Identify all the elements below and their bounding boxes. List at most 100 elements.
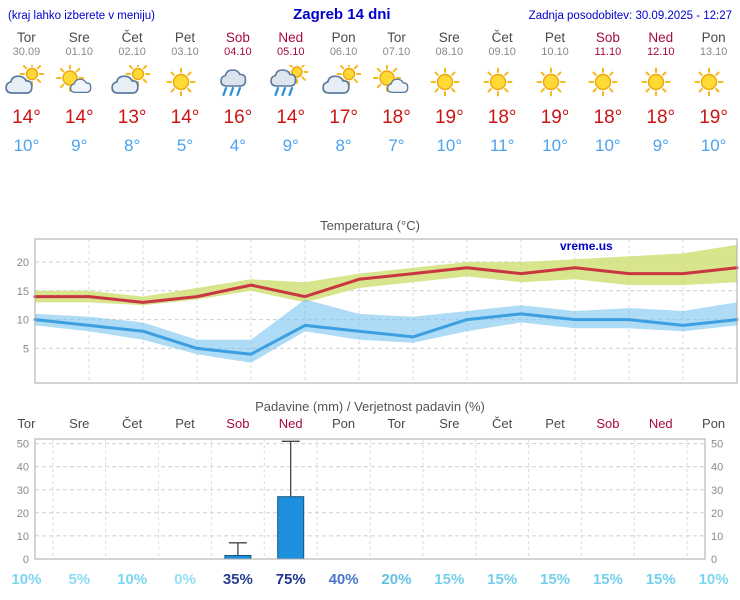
precip-bar <box>224 555 252 560</box>
precip-day-label: Pon <box>332 416 356 431</box>
precip-day-label: Sob <box>226 416 250 431</box>
low-temp: 9° <box>282 136 299 155</box>
precip-probability: 40% <box>328 571 359 588</box>
day-column[interactable]: Tor 30.09 14° 10° <box>0 30 53 156</box>
day-column[interactable]: Tor 07.10 18° 7° <box>370 30 423 156</box>
day-column[interactable]: Pon 13.10 19° 10° <box>687 30 740 156</box>
day-column[interactable]: Sre 01.10 14° 9° <box>53 30 106 156</box>
precip-probability: 15% <box>540 571 571 588</box>
day-date: 09.10 <box>488 46 516 58</box>
min-temp-line <box>33 312 739 356</box>
rain-sun-cloud-icon <box>264 65 317 105</box>
day-date: 11.10 <box>594 46 622 58</box>
day-date: 08.10 <box>435 46 464 58</box>
precip-probability: 15% <box>645 571 676 588</box>
low-temp: 9° <box>652 136 669 155</box>
high-temp: 19° <box>540 107 570 128</box>
forecast-strip: Tor 30.09 14° 10° Sre 01.10 14° 9° Čet 0… <box>0 30 740 156</box>
y-tick-label: 30 <box>711 485 723 497</box>
day-name: Sre <box>68 30 90 45</box>
day-date: 13.10 <box>699 46 728 58</box>
precip-probability: 10% <box>117 571 148 588</box>
day-column[interactable]: Sob 04.10 16° 4° <box>211 30 264 156</box>
day-column[interactable]: Pet 03.10 14° 5° <box>159 30 212 156</box>
precip-day-label: Pon <box>702 416 726 431</box>
high-temp: 14° <box>276 107 306 128</box>
precip-day-label: Sre <box>69 416 90 431</box>
day-name: Tor <box>387 30 406 45</box>
day-column[interactable]: Ned 05.10 14° 9° <box>264 30 317 156</box>
day-name: Pet <box>544 30 566 45</box>
precip-chart: 0 0 10 10 20 20 30 30 40 40 50 50 <box>17 438 723 566</box>
y-tick-label: 10 <box>17 315 29 327</box>
cloud-sun-icon <box>106 65 159 105</box>
high-temp: 14° <box>64 107 94 128</box>
day-column[interactable]: Čet 02.10 13° 8° <box>106 30 159 156</box>
day-name: Pet <box>174 30 196 45</box>
y-tick-label: 10 <box>17 531 29 543</box>
high-temp: 18° <box>487 107 517 128</box>
day-column[interactable]: Sre 08.10 19° 10° <box>423 30 476 156</box>
day-column[interactable]: Pon 06.10 17° 8° <box>317 30 370 156</box>
precip-probability: 15% <box>434 571 465 588</box>
day-date: 04.10 <box>224 46 252 58</box>
temperature-chart: 5 10 15 20 vreme.us <box>17 238 739 384</box>
precip-probability: 5% <box>68 571 91 588</box>
day-name: Čet <box>121 30 143 45</box>
day-date: 03.10 <box>171 46 199 58</box>
day-name: Ned <box>278 30 304 45</box>
high-temp: 19° <box>434 107 464 128</box>
y-tick-label: 40 <box>711 462 723 474</box>
precip-probability: 15% <box>592 571 623 588</box>
sun-icon <box>581 65 634 105</box>
day-date: 07.10 <box>382 46 411 58</box>
precip-probability: 10% <box>11 571 42 588</box>
y-tick-label: 50 <box>17 439 29 451</box>
watermark-link[interactable]: vreme.us <box>560 239 613 253</box>
precip-probability: 35% <box>222 571 253 588</box>
sun-icon <box>687 65 740 105</box>
sun-cloud-icon <box>370 65 423 105</box>
precip-day-label: Tor <box>17 416 36 431</box>
precip-day-label: Pet <box>545 416 565 431</box>
precip-day-label: Pet <box>175 416 195 431</box>
y-tick-label: 10 <box>711 531 723 543</box>
y-tick-label: 20 <box>17 257 29 269</box>
high-temp: 18° <box>382 107 411 128</box>
day-name: Sre <box>438 30 460 45</box>
day-column[interactable]: Pet 10.10 19° 10° <box>529 30 582 156</box>
day-column[interactable]: Čet 09.10 18° 11° <box>476 30 529 156</box>
y-tick-label: 30 <box>17 485 29 497</box>
low-temp: 10° <box>436 136 463 155</box>
low-temp: 10° <box>13 136 40 155</box>
sun-icon <box>159 65 212 105</box>
day-name: Pon <box>331 30 356 45</box>
low-temp: 11° <box>489 136 515 155</box>
precip-day-label: Čet <box>122 416 143 431</box>
y-tick-label: 0 <box>23 554 29 566</box>
high-temp: 17° <box>329 107 358 128</box>
precip-day-labels: Tor Sre Čet Pet Sob Ned Pon Tor Sre Čet Pet Sob Ned P… <box>0 416 740 431</box>
y-tick-label: 0 <box>711 554 717 566</box>
cloud-sun-icon <box>317 65 370 105</box>
precip-bar <box>277 496 305 560</box>
precip-day-label: Ned <box>648 416 673 431</box>
day-column[interactable]: Ned 12.10 18° 9° <box>634 30 687 156</box>
sun-cloud-icon <box>53 65 106 105</box>
day-date: 05.10 <box>276 46 305 58</box>
max-temp-line <box>33 266 739 304</box>
y-tick-label: 20 <box>711 508 723 520</box>
sun-icon <box>423 65 476 105</box>
low-temp: 10° <box>595 136 621 155</box>
day-date: 02.10 <box>118 46 146 58</box>
precip-day-label: Čet <box>492 416 513 431</box>
high-temp: 14° <box>170 107 200 128</box>
precip-probability: 10% <box>698 571 729 588</box>
sun-icon <box>634 65 687 105</box>
high-temp: 13° <box>117 107 147 128</box>
day-name: Tor <box>17 30 36 45</box>
day-column[interactable]: Sob 11.10 18° 10° <box>581 30 634 156</box>
precip-probability: 15% <box>487 571 518 588</box>
y-tick-label: 50 <box>711 439 723 451</box>
day-name: Čet <box>491 30 513 45</box>
